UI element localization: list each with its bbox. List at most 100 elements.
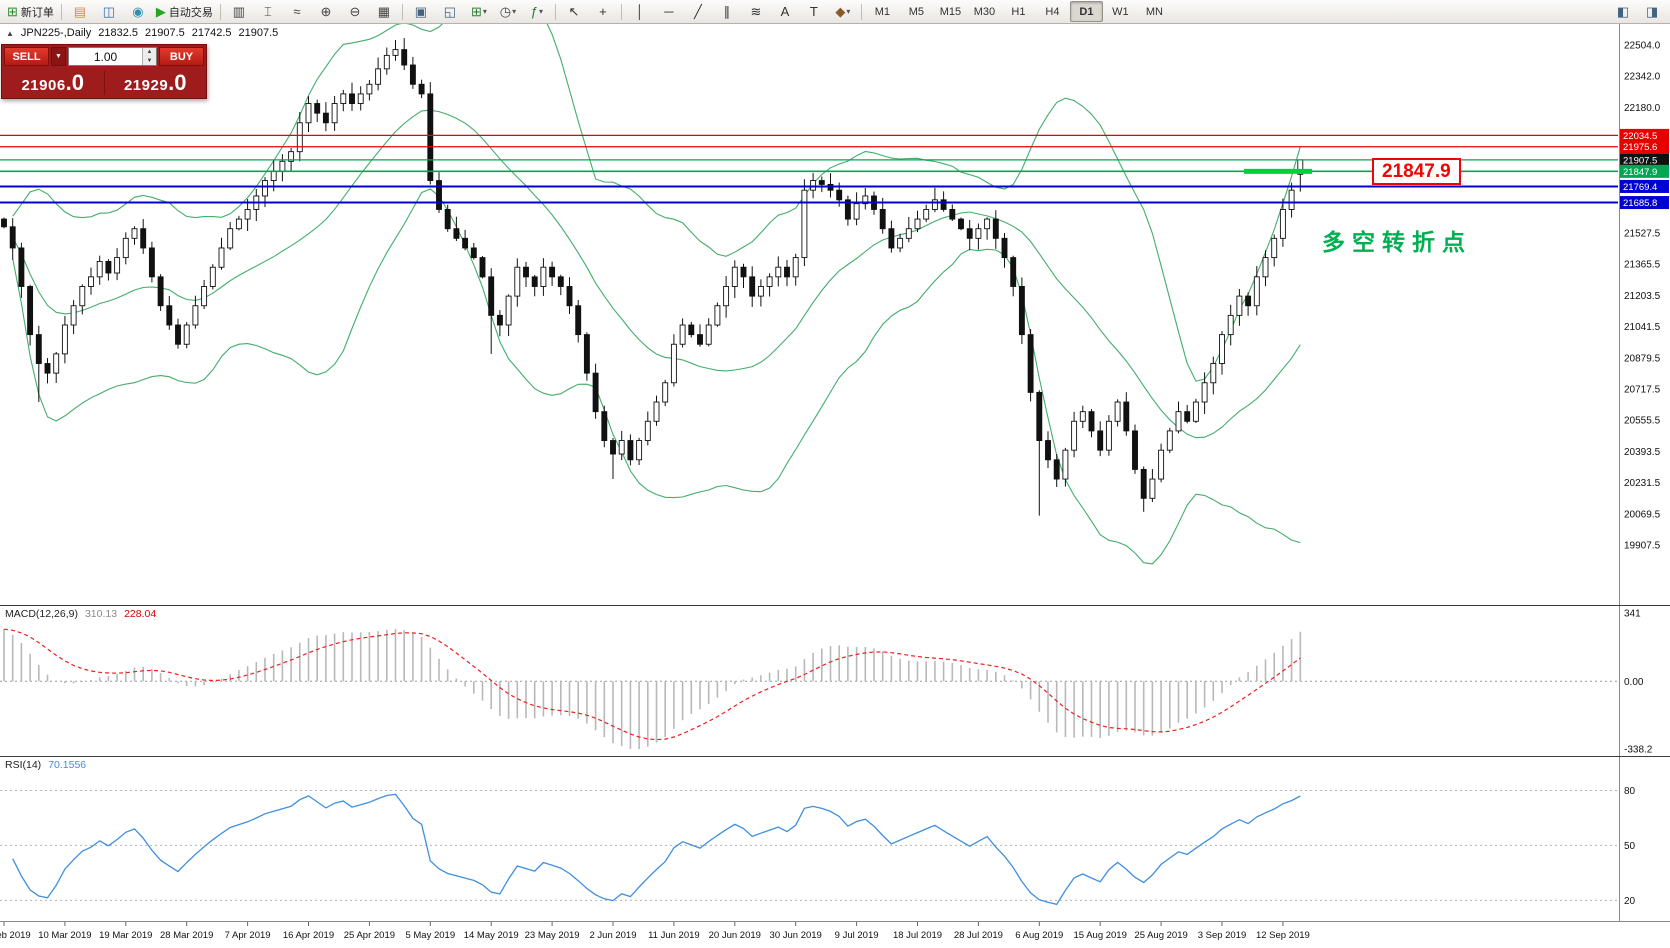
new-order-button-label: 新订单 xyxy=(20,6,54,19)
one-click-trading-panel: SELL ▼ ▲ ▼ BUY 21906.0 21929.0 xyxy=(1,44,207,99)
tf-m5[interactable]: M5 xyxy=(908,5,925,18)
tf-m30[interactable]: M30 xyxy=(973,5,996,18)
navigator-button[interactable]: ◉ xyxy=(124,1,152,23)
cascade-windows-icon: ◱ xyxy=(443,3,457,19)
svg-text:20: 20 xyxy=(1624,896,1636,907)
svg-text:21975.6: 21975.6 xyxy=(1623,142,1657,153)
tf-d1[interactable]: D1 xyxy=(1069,1,1103,22)
svg-text:14 May 2019: 14 May 2019 xyxy=(464,930,519,941)
new-order-icon: ⊞ xyxy=(7,3,18,19)
zoom-in-icon: ⊕ xyxy=(320,3,332,19)
tile-windows-button[interactable]: ▣ xyxy=(407,1,435,23)
toolbar-separator xyxy=(219,3,221,20)
candles-layer xyxy=(1,38,1304,516)
svg-text:23 May 2019: 23 May 2019 xyxy=(525,930,580,941)
indicators-icon: ƒ xyxy=(530,4,539,19)
auto-trading-button-label: 自动交易 xyxy=(168,6,213,19)
zoom-out-icon: ⊖ xyxy=(349,3,361,19)
market-watch-button[interactable]: ◫ xyxy=(95,1,123,23)
svg-text:22342.0: 22342.0 xyxy=(1624,72,1661,83)
crosshair-button[interactable]: + xyxy=(589,1,617,23)
svg-text:20231.5: 20231.5 xyxy=(1624,478,1661,489)
price-axis: 22504.0 22342.0 22180.0 21527.5 21365.5 21203… xyxy=(1619,24,1669,921)
svg-text:20393.5: 20393.5 xyxy=(1624,447,1661,458)
grid-icon: ▦ xyxy=(377,3,391,19)
candlestick-icon: ⌶ xyxy=(264,3,272,19)
tf-h4[interactable]: H4 xyxy=(1045,5,1060,18)
svg-text:-338.2: -338.2 xyxy=(1624,745,1653,756)
indicators-button[interactable]: ƒ ▾ xyxy=(523,1,551,23)
svg-text:5 May 2019: 5 May 2019 xyxy=(405,930,455,941)
text-button[interactable]: A xyxy=(771,1,799,23)
ohlc-low: 21742.5 xyxy=(191,27,232,39)
chart-header: ▲ JPN225-,Daily 21832.5 21907.5 21742.5 … xyxy=(6,27,278,39)
tf-w1[interactable]: W1 xyxy=(1112,5,1129,18)
tf-m15[interactable]: M15 xyxy=(939,5,962,18)
toolbar-separator xyxy=(60,3,62,20)
lot-size-field: ▲ ▼ xyxy=(68,47,157,66)
tf-mn[interactable]: MN xyxy=(1145,5,1163,18)
cursor-icon: ↖ xyxy=(568,3,580,19)
cascade-windows-button[interactable]: ◱ xyxy=(436,1,464,23)
navigator-icon: ◉ xyxy=(132,3,144,19)
tf-m1[interactable]: M1 xyxy=(874,5,891,18)
arrows-button[interactable]: ◆ ▾ xyxy=(829,1,857,23)
rsi-value: 70.1556 xyxy=(48,759,87,771)
timeframes-clock-button[interactable]: ◷ ▾ xyxy=(494,1,522,23)
vertical-line-icon: │ xyxy=(635,4,644,19)
trendline-button[interactable]: ╱ xyxy=(684,1,712,23)
date-axis: 28 Feb 2019 10 Mar 2019 19 Mar 2019 28 Mar … xyxy=(0,922,1310,941)
buy-button[interactable]: BUY xyxy=(159,47,204,66)
window-left-icon: ◧ xyxy=(1616,3,1630,19)
lot-decrease-button[interactable]: ▼ xyxy=(146,58,153,64)
bar-chart-button[interactable]: ▥ xyxy=(225,1,253,23)
sell-button[interactable]: SELL xyxy=(4,47,49,66)
auto-trading-button[interactable]: ▶ 自动交易 xyxy=(153,1,216,23)
clock-icon: ◷ xyxy=(499,3,512,19)
svg-text:21847.9: 21847.9 xyxy=(1623,167,1657,178)
horizontal-line-button[interactable]: ─ xyxy=(655,1,683,23)
label-button[interactable]: T xyxy=(800,1,828,23)
trade-options-caret[interactable]: ▼ xyxy=(51,47,66,66)
zoom-in-button[interactable]: ⊕ xyxy=(312,1,340,23)
svg-text:21365.5: 21365.5 xyxy=(1624,260,1661,271)
bollinger-bands-layer xyxy=(12,0,1301,565)
window-right-button[interactable]: ◨ xyxy=(1638,1,1666,23)
tf-h1[interactable]: H1 xyxy=(1011,5,1026,18)
bar-chart-icon: ▥ xyxy=(232,3,246,19)
trendline-icon: ╱ xyxy=(693,3,702,19)
line-chart-button[interactable]: ≈ xyxy=(283,1,311,23)
svg-text:50: 50 xyxy=(1624,841,1636,852)
candlestick-chart-button[interactable]: ⌶ xyxy=(254,1,282,23)
profiles-icon: ▤ xyxy=(73,3,87,19)
market-watch-icon: ◫ xyxy=(102,3,116,19)
svg-text:21907.5: 21907.5 xyxy=(1623,155,1657,166)
level-lines-layer xyxy=(0,134,1618,204)
chevron-down-icon: ▾ xyxy=(846,7,851,16)
zoom-out-button[interactable]: ⊖ xyxy=(341,1,369,23)
svg-text:22180.0: 22180.0 xyxy=(1624,103,1661,114)
svg-text:21527.5: 21527.5 xyxy=(1624,229,1661,240)
window-left-button[interactable]: ◧ xyxy=(1609,1,1637,23)
cursor-button[interactable]: ↖ xyxy=(560,1,588,23)
lot-spinner: ▲ ▼ xyxy=(142,48,156,65)
vertical-line-button[interactable]: │ xyxy=(626,1,654,23)
new-order-button[interactable]: ⊞ 新订单 xyxy=(4,1,57,23)
channel-button[interactable]: ∥ xyxy=(713,1,741,23)
svg-text:22504.0: 22504.0 xyxy=(1624,40,1661,51)
lot-size-input[interactable] xyxy=(69,48,142,65)
new-chart-icon: ⊞ xyxy=(470,3,482,19)
svg-text:6 Aug 2019: 6 Aug 2019 xyxy=(1015,930,1063,941)
chevron-down-icon: ▾ xyxy=(539,7,544,16)
macd-signal-value: 228.04 xyxy=(124,608,157,620)
svg-text:19 Mar 2019: 19 Mar 2019 xyxy=(99,930,152,941)
price-callout-box[interactable]: 21847.9 xyxy=(1372,158,1461,185)
new-chart-button[interactable]: ⊞ ▾ xyxy=(465,1,493,23)
profiles-button[interactable]: ▤ xyxy=(66,1,94,23)
fibonacci-button[interactable]: ≋ xyxy=(742,1,770,23)
grid-button[interactable]: ▦ xyxy=(370,1,398,23)
lot-increase-button[interactable]: ▲ xyxy=(146,49,153,55)
arrows-icon: ◆ xyxy=(835,3,846,19)
svg-text:19907.5: 19907.5 xyxy=(1624,541,1661,552)
